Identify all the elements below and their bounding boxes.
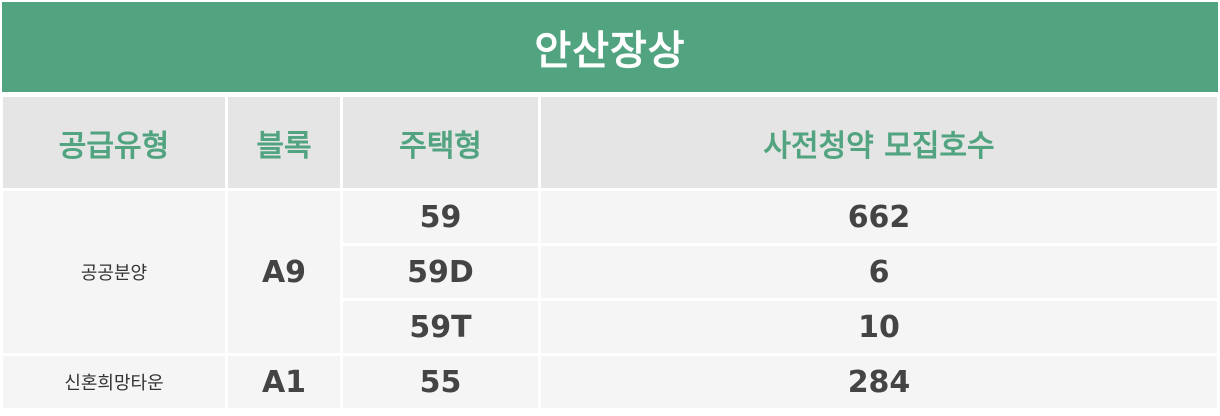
- table-row: 신혼희망타운 A1 55 284: [3, 356, 1217, 408]
- header-block: 블록: [228, 97, 340, 188]
- table-row: 공공분양 A9 59 662: [3, 191, 1217, 353]
- block-cell: A9: [228, 191, 340, 353]
- block-cell: A1: [228, 356, 340, 408]
- house-type-cell: 59: [343, 191, 538, 243]
- count-cell: 284: [541, 356, 1217, 408]
- header-row: 공급유형 블록 주택형 사전청약 모집호수: [3, 97, 1217, 188]
- supply-table: 공급유형 블록 주택형 사전청약 모집호수 공공분양 A9 59 662 59D…: [0, 94, 1220, 411]
- header-supply-type: 공급유형: [3, 97, 225, 188]
- count-cell: 10: [541, 301, 1217, 353]
- house-type-cell: 59T: [343, 301, 538, 353]
- header-house-type: 주택형: [343, 97, 538, 188]
- table-title: 안산장상: [2, 2, 1218, 92]
- table-row: 59T 10: [3, 301, 1217, 353]
- supply-type-cell: 공공분양: [3, 191, 225, 353]
- count-cell: 6: [541, 246, 1217, 298]
- count-cell: 662: [541, 191, 1217, 243]
- supply-type-cell: 신혼희망타운: [3, 356, 225, 408]
- header-preorder-count: 사전청약 모집호수: [541, 97, 1217, 188]
- table-row: 59D 6: [3, 246, 1217, 298]
- house-type-cell: 59D: [343, 246, 538, 298]
- house-type-cell: 55: [343, 356, 538, 408]
